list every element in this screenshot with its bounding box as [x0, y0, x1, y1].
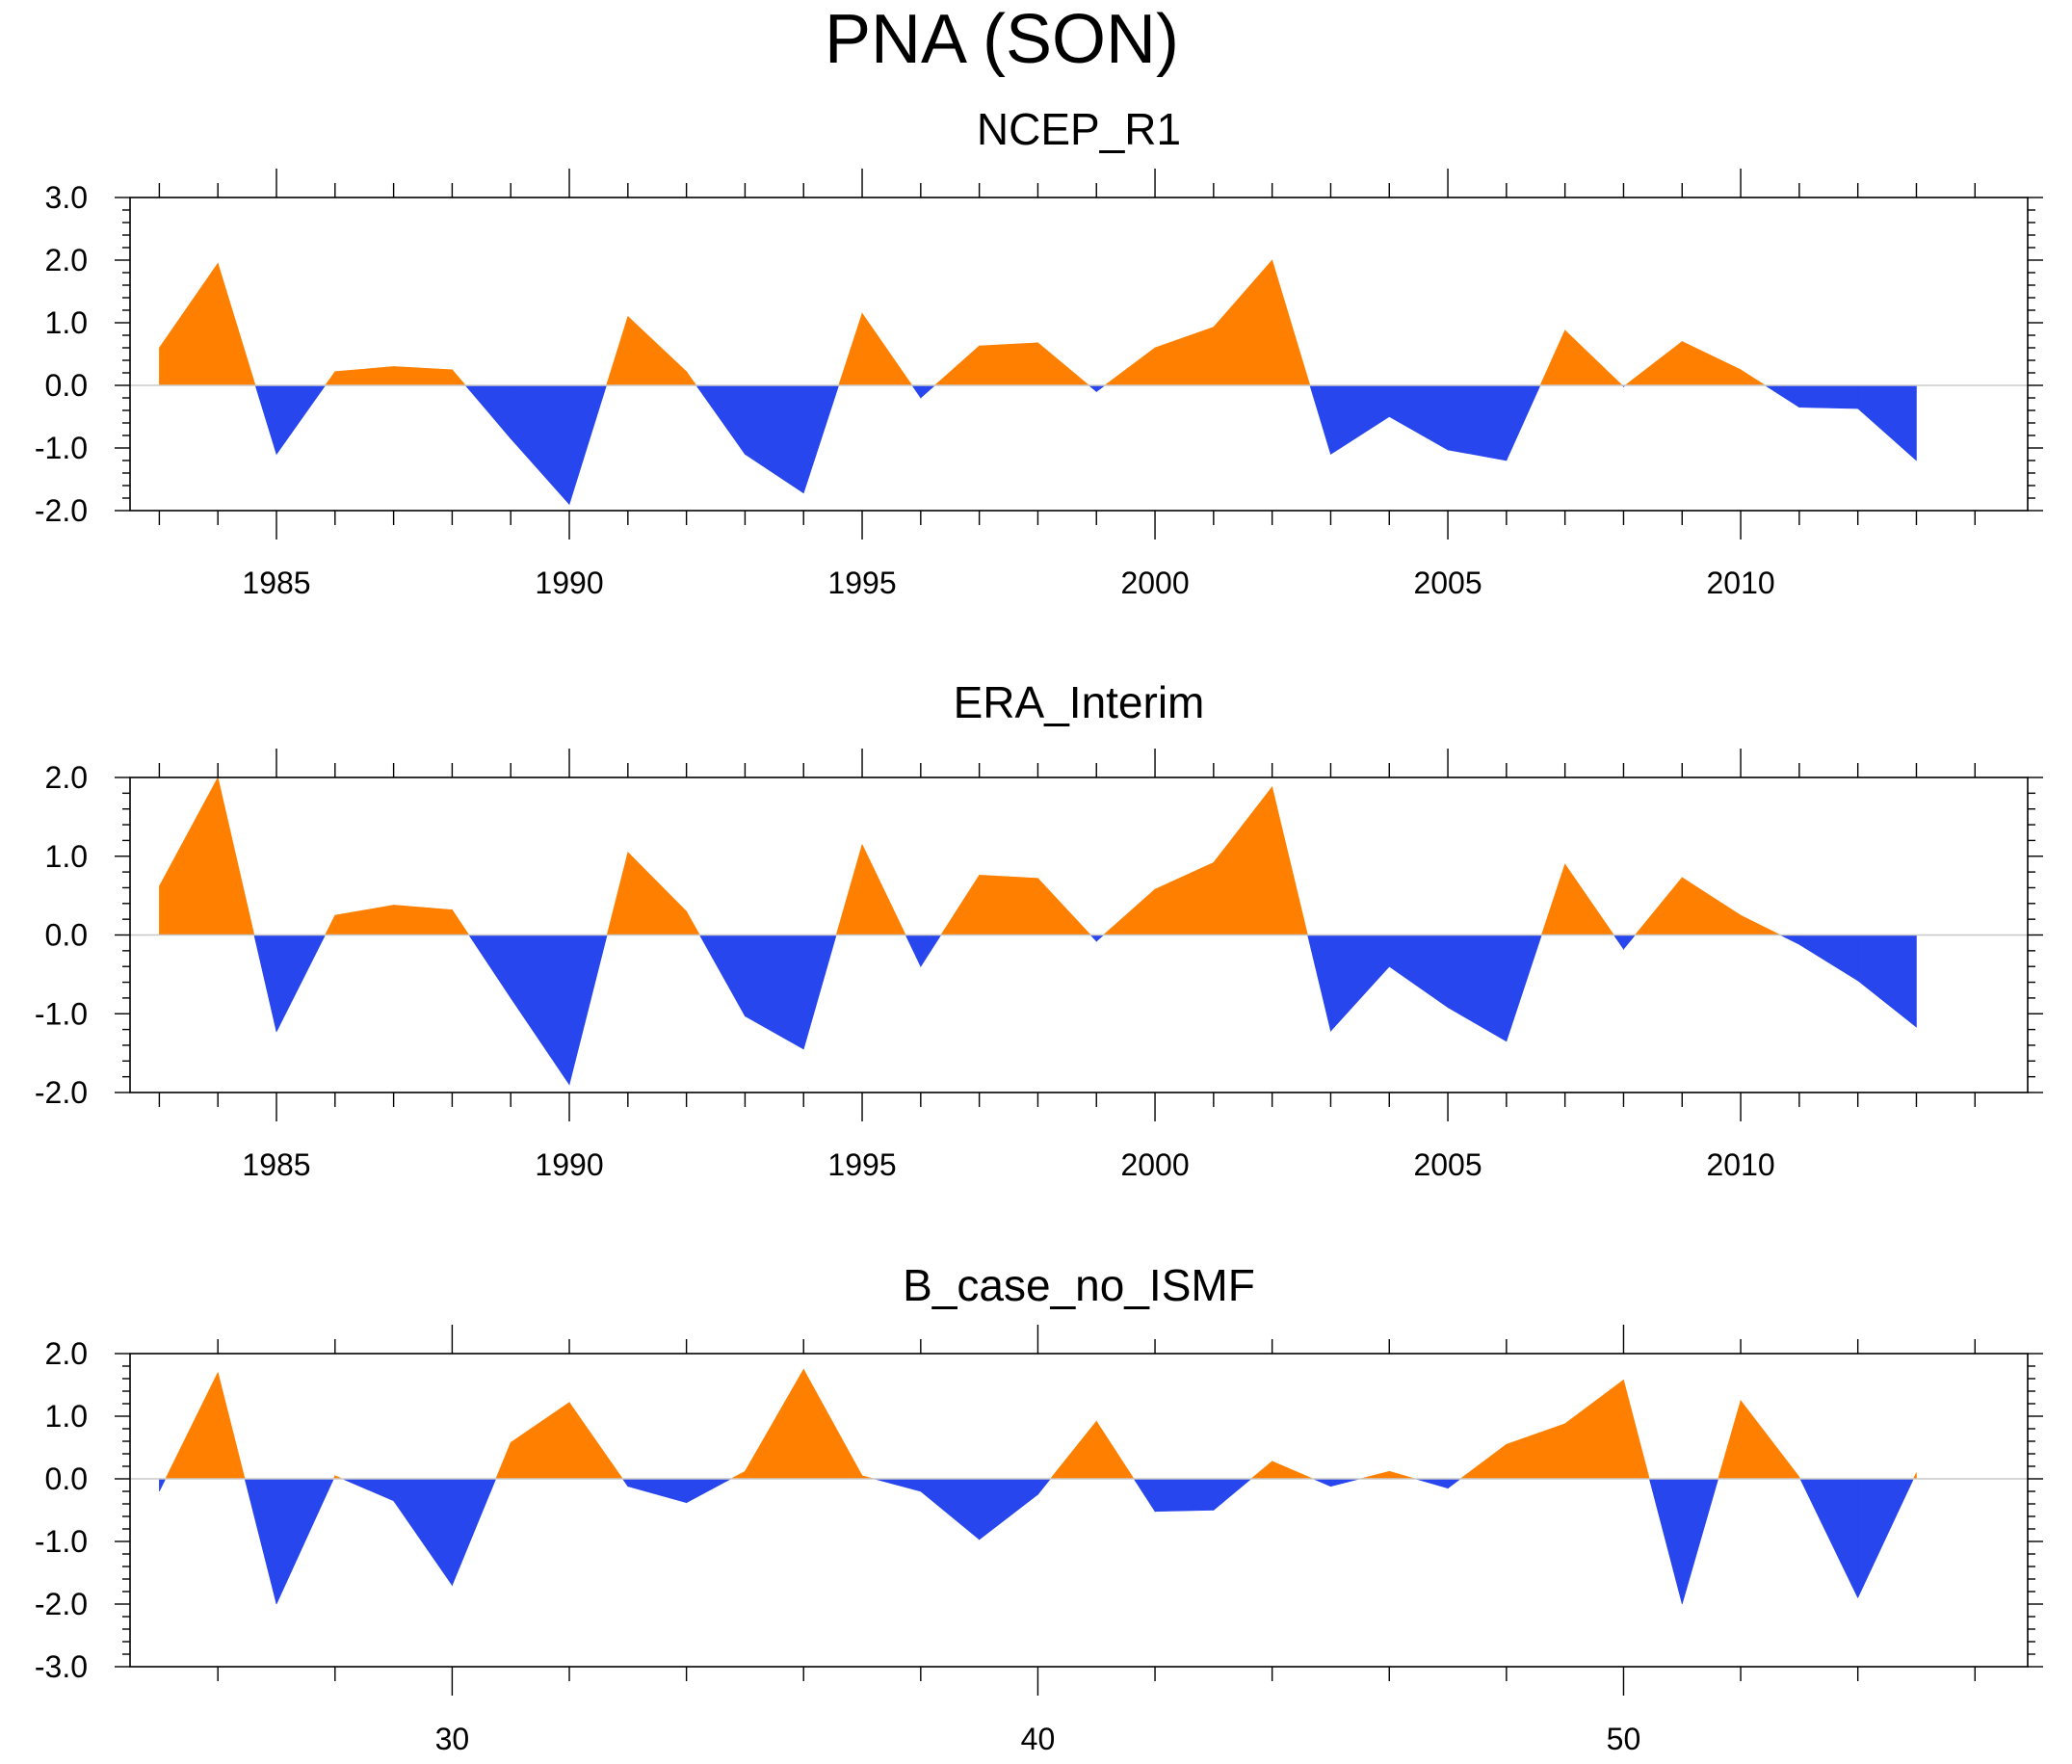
x-tick-label: 1985	[242, 566, 310, 600]
negative-area-segment	[1798, 384, 1858, 409]
x-tick-label: 1995	[827, 1147, 896, 1182]
y-tick-label: -3.0	[35, 1649, 88, 1684]
y-tick-label: 2.0	[45, 243, 88, 277]
panel-b-case-no-ismf: B_case_no_ISMF -3.0 -2.0 -1.0 0.0 1.0 2.0 30 40…	[35, 1260, 2043, 1756]
y-tick-label: 0.0	[45, 918, 88, 953]
y-tick-label: 2.0	[45, 1336, 88, 1371]
x-tick-label: 1990	[535, 1147, 603, 1182]
y-tick-label: -1.0	[35, 431, 88, 465]
y-tick-label: -2.0	[35, 1075, 88, 1110]
x-tick-label: 1995	[827, 566, 896, 600]
y-tick-label: -1.0	[35, 1524, 88, 1559]
panel-title: B_case_no_ISMF	[903, 1260, 1255, 1310]
panel-ncep-r1: NCEP_R1 -2.0 -1.0 0.0 1.0 2.0 3.0 1985 1990 1995…	[35, 104, 2043, 600]
y-tick-label: 3.0	[45, 180, 88, 215]
panel-era-interim: ERA_Interim -2.0 -1.0 0.0 1.0 2.0 1985 1990 199…	[35, 677, 2043, 1182]
x-tick-label: 2005	[1413, 566, 1482, 600]
x-tick-label: 40	[1021, 1722, 1056, 1756]
y-tick-label: -1.0	[35, 996, 88, 1031]
plot-frame	[129, 1353, 2029, 1668]
y-tick-label: 0.0	[45, 368, 88, 403]
y-tick-label: 0.0	[45, 1461, 88, 1496]
positive-area-segment	[979, 342, 1038, 386]
y-tick-label: 1.0	[45, 1399, 88, 1434]
x-tick-label: 50	[1607, 1722, 1641, 1756]
positive-area-segment	[979, 875, 1038, 935]
x-tick-label: 2010	[1706, 1147, 1774, 1182]
negative-area-segment	[1154, 1478, 1215, 1513]
x-tick-label: 1985	[242, 1147, 310, 1182]
positive-area-segment	[393, 366, 453, 386]
x-tick-label: 1990	[535, 566, 603, 600]
figure-title: PNA (SON)	[825, 1, 1179, 78]
y-tick-label: 1.0	[45, 839, 88, 874]
y-tick-label: -2.0	[35, 493, 88, 528]
y-tick-label: 2.0	[45, 760, 88, 795]
y-tick-label: 1.0	[45, 305, 88, 340]
positive-area-segment	[393, 905, 453, 935]
panel-title: NCEP_R1	[977, 104, 1181, 154]
x-tick-label: 2000	[1120, 1147, 1189, 1182]
x-tick-label: 30	[435, 1722, 470, 1756]
y-tick-label: -2.0	[35, 1587, 88, 1621]
plot-frame	[129, 197, 2029, 512]
panel-title: ERA_Interim	[954, 677, 1205, 727]
x-tick-label: 2000	[1120, 566, 1189, 600]
x-tick-label: 2005	[1413, 1147, 1482, 1182]
negative-area-segment	[1447, 384, 1508, 461]
x-tick-label: 2010	[1706, 566, 1774, 600]
